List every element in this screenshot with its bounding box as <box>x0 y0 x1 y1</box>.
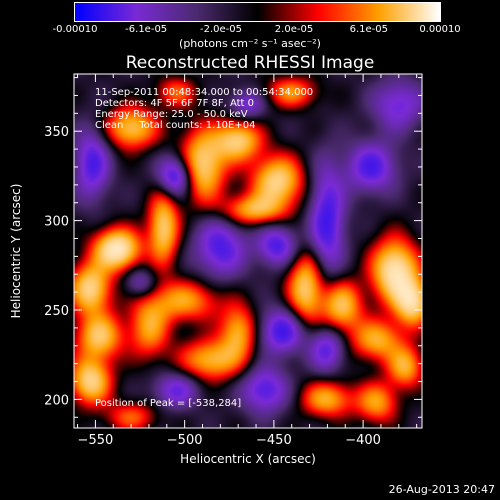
colorbar-tick-label: 6.1e-05 <box>349 24 389 35</box>
y-axis-label: Heliocentric Y (arcsec) <box>9 183 23 319</box>
colorbar-units-label: (photons cm⁻² s⁻¹ asec⁻²) <box>179 37 321 50</box>
colorbar <box>74 2 441 22</box>
y-tick-label: 250 <box>44 304 69 319</box>
info-line: 11-Sep-2011 00:48:34.000 to 00:54:34.000 <box>95 87 314 98</box>
plot-frame <box>73 73 423 429</box>
x-tick-label: −500 <box>167 433 203 448</box>
info-line: Detectors: 4F 5F 6F 7F 8F, Att 0 <box>95 98 255 109</box>
colorbar-tick-label: -2.0e-05 <box>200 24 242 35</box>
x-tick-label: −400 <box>345 433 381 448</box>
info-line: Clean Total counts: 1.10E+04 <box>95 120 256 131</box>
x-tick-label: −450 <box>256 433 292 448</box>
chart-title: Reconstructed RHESSI Image <box>125 53 375 73</box>
y-tick-label: 200 <box>44 393 69 408</box>
heatmap-image <box>74 74 422 428</box>
y-tick-label: 300 <box>44 215 69 230</box>
footer-timestamp: 26-Aug-2013 20:47 <box>388 483 495 496</box>
observation-info: 11-Sep-2011 00:48:34.000 to 00:54:34.000… <box>95 87 313 131</box>
y-tick-label: 350 <box>44 125 69 140</box>
colorbar-tick-label: -0.00010 <box>52 24 98 35</box>
x-axis-label: Heliocentric X (arcsec) <box>180 452 316 466</box>
colorbar-tick-label: 0.00010 <box>419 24 461 35</box>
x-tick-label: −550 <box>78 433 114 448</box>
info-line: Energy Range: 25.0 - 50.0 keV <box>95 109 248 120</box>
peak-position-label: Position of Peak = [-538,284] <box>95 398 242 409</box>
colorbar-tick-label: 2.0e-05 <box>274 24 314 35</box>
colorbar-tick-label: -6.1e-05 <box>125 24 168 35</box>
